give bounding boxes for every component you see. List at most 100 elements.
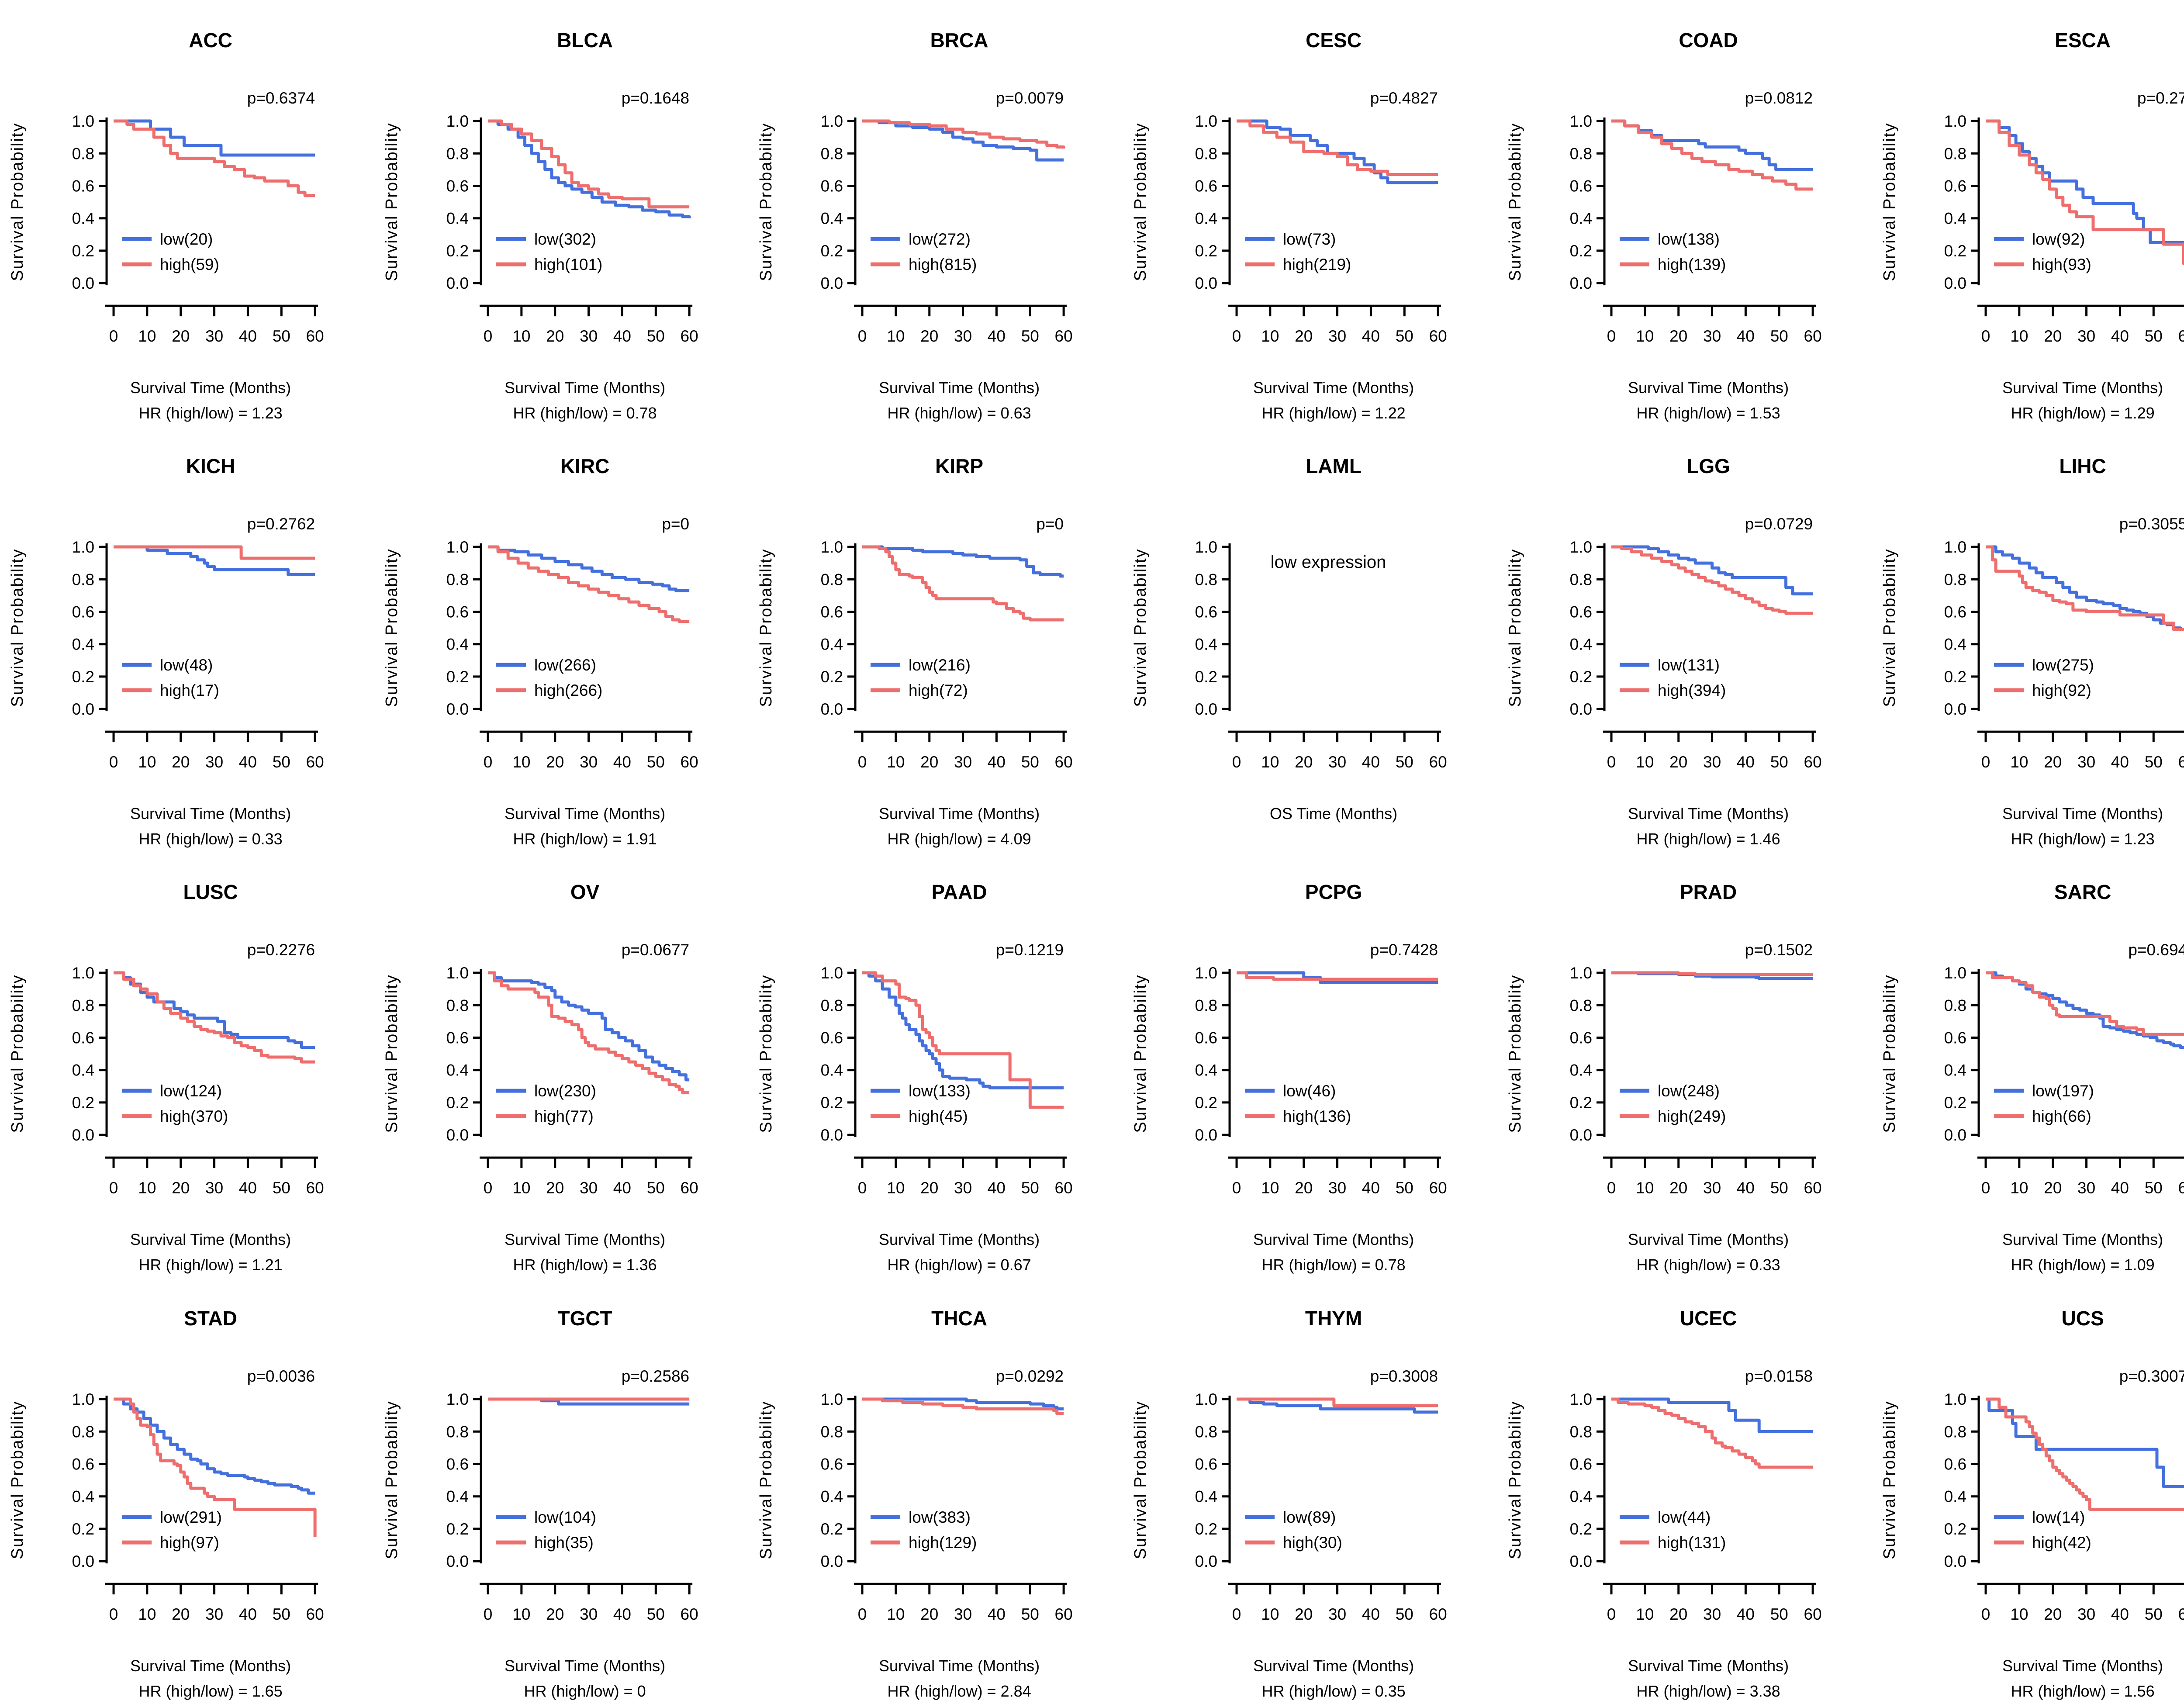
- panel-title: SARC: [2054, 881, 2111, 903]
- x-tick-label: 30: [1328, 753, 1346, 771]
- p-value-label: p=0.7428: [1370, 941, 1438, 959]
- legend: low(124) high(370): [122, 1082, 228, 1125]
- y-axis: 0.0 0.2 0.4 0.6 0.8 1.0: [1569, 1390, 1606, 1570]
- legend-low-label: low(302): [534, 230, 596, 248]
- x-axis-title: Survival Time (Months): [2002, 1231, 2163, 1249]
- y-tick-label: 1.0: [821, 538, 843, 556]
- high-curve: [488, 971, 690, 1095]
- x-tick-label: 50: [1770, 753, 1788, 771]
- high-curve: [1237, 1397, 1438, 1407]
- x-tick-label: 40: [2111, 1179, 2129, 1197]
- x-axis-title: Survival Time (Months): [505, 379, 665, 397]
- p-value-label: p=0.0079: [996, 89, 1064, 107]
- y-tick-label: 0.0: [72, 1126, 94, 1144]
- y-tick-label: 0.0: [821, 1126, 843, 1144]
- y-tick-label: 0.6: [72, 1029, 94, 1047]
- x-axis: 0 10 20 30 40 50 60: [1228, 304, 1447, 345]
- x-axis-title: Survival Time (Months): [2002, 1657, 2163, 1675]
- y-tick-label: 1.0: [1569, 538, 1592, 556]
- x-tick-label: 40: [1736, 1605, 1754, 1623]
- high-curve: [114, 971, 315, 1064]
- x-tick-label: 60: [306, 1605, 324, 1623]
- x-tick-label: 10: [2010, 327, 2028, 345]
- x-tick-label: 0: [109, 1605, 118, 1623]
- x-tick-label: 30: [1328, 327, 1346, 345]
- y-tick-label: 1.0: [72, 964, 94, 982]
- y-tick-label: 0.4: [1569, 210, 1592, 228]
- km-panel-svg: LUSC p=0.2276 Survival Probability 0.00.…: [8, 881, 324, 1274]
- x-tick-label: 60: [1804, 753, 1821, 771]
- y-tick-label: 0.6: [1569, 603, 1592, 621]
- x-tick-label: 10: [1636, 327, 1654, 345]
- x-tick-label: 30: [2077, 1179, 2095, 1197]
- x-tick-label: 10: [138, 1605, 156, 1623]
- y-axis-label: Survival Probability: [383, 123, 401, 281]
- x-tick-label: 0: [1607, 1179, 1616, 1197]
- y-tick-label: 0.4: [821, 1487, 843, 1505]
- y-axis: 0.0 0.2 0.4 0.6 0.8 1.0: [1195, 964, 1231, 1144]
- p-value-label: p=0.2586: [622, 1367, 689, 1385]
- y-tick-label: 0.8: [1195, 570, 1217, 588]
- y-tick-label: 0.4: [446, 210, 469, 228]
- y-tick-label: 0.0: [821, 700, 843, 718]
- low-curve: [114, 1397, 315, 1495]
- high-curve: [1611, 545, 1813, 615]
- x-tick-label: 50: [1021, 753, 1039, 771]
- y-tick-label: 1.0: [1944, 112, 1966, 130]
- legend-high-label: high(66): [2032, 1107, 2091, 1125]
- x-tick-label: 0: [1607, 753, 1616, 771]
- p-value-label: p=0.0158: [1745, 1367, 1812, 1385]
- legend-high-label: high(129): [909, 1534, 977, 1552]
- x-tick-label: 0: [1607, 1605, 1616, 1623]
- legend-high-label: high(139): [1658, 256, 1726, 273]
- y-tick-label: 0.0: [72, 274, 94, 292]
- hr-label: HR (high/low) = 0.78: [1262, 1256, 1406, 1274]
- y-tick-label: 1.0: [446, 538, 469, 556]
- high-curve: [114, 545, 315, 560]
- x-tick-label: 20: [2044, 1605, 2062, 1623]
- y-axis-label: Survival Probability: [1131, 123, 1150, 281]
- y-tick-label: 0.6: [72, 1455, 94, 1473]
- y-tick-label: 0.6: [1944, 603, 1966, 621]
- x-tick-label: 10: [2010, 1179, 2028, 1197]
- y-axis-label: Survival Probability: [757, 1400, 775, 1559]
- x-tick-label: 30: [1703, 1605, 1721, 1623]
- x-tick-label: 10: [1261, 1605, 1279, 1623]
- x-tick-label: 50: [2144, 753, 2162, 771]
- panel-title: KIRP: [935, 455, 983, 477]
- x-tick-label: 40: [988, 1179, 1006, 1197]
- x-tick-label: 10: [1261, 327, 1279, 345]
- x-axis: 0 10 20 30 40 50 60: [1977, 1156, 2184, 1197]
- y-axis-label: Survival Probability: [383, 975, 401, 1133]
- y-axis: 0.0 0.2 0.4 0.6 0.8 1.0: [821, 112, 857, 292]
- x-tick-label: 40: [1362, 1605, 1380, 1623]
- legend: low(216) high(72): [871, 656, 971, 699]
- x-tick-label: 40: [2111, 327, 2129, 345]
- panel-title: KICH: [186, 455, 235, 477]
- x-tick-label: 0: [1981, 1605, 1990, 1623]
- high-curve: [488, 119, 690, 209]
- km-panel-svg: LIHC p=0.3055 Survival Probability 0.00.…: [1880, 455, 2184, 848]
- x-tick-label: 50: [2144, 327, 2162, 345]
- x-tick-label: 30: [1703, 327, 1721, 345]
- p-value-label: p=0.0729: [1745, 515, 1812, 533]
- x-tick-label: 40: [239, 1605, 257, 1623]
- panel-title: THCA: [931, 1307, 987, 1330]
- x-tick-label: 60: [2178, 1605, 2184, 1623]
- x-axis: 0 10 20 30 40 50 60: [1603, 1156, 1821, 1197]
- y-tick-label: 1.0: [72, 112, 94, 130]
- x-axis: 0 10 20 30 40 50 60: [854, 1156, 1073, 1197]
- y-tick-label: 0.8: [446, 997, 469, 1015]
- y-tick-label: 0.6: [446, 1029, 469, 1047]
- legend-low-label: low(14): [2032, 1508, 2085, 1526]
- x-tick-label: 20: [172, 327, 190, 345]
- x-tick-label: 0: [484, 1179, 493, 1197]
- x-tick-label: 40: [1362, 327, 1380, 345]
- y-tick-label: 0.4: [1195, 1487, 1217, 1505]
- y-tick-label: 0.6: [1195, 603, 1217, 621]
- km-panel: THYM p=0.3008 Survival Probability 0.0 0.…: [1123, 1278, 1497, 1704]
- x-tick-label: 60: [306, 753, 324, 771]
- y-tick-label: 0.4: [1195, 1061, 1217, 1079]
- x-axis: 0 10 20 30 40 50 60: [480, 1583, 698, 1623]
- p-value-label: p=0.0292: [996, 1367, 1064, 1385]
